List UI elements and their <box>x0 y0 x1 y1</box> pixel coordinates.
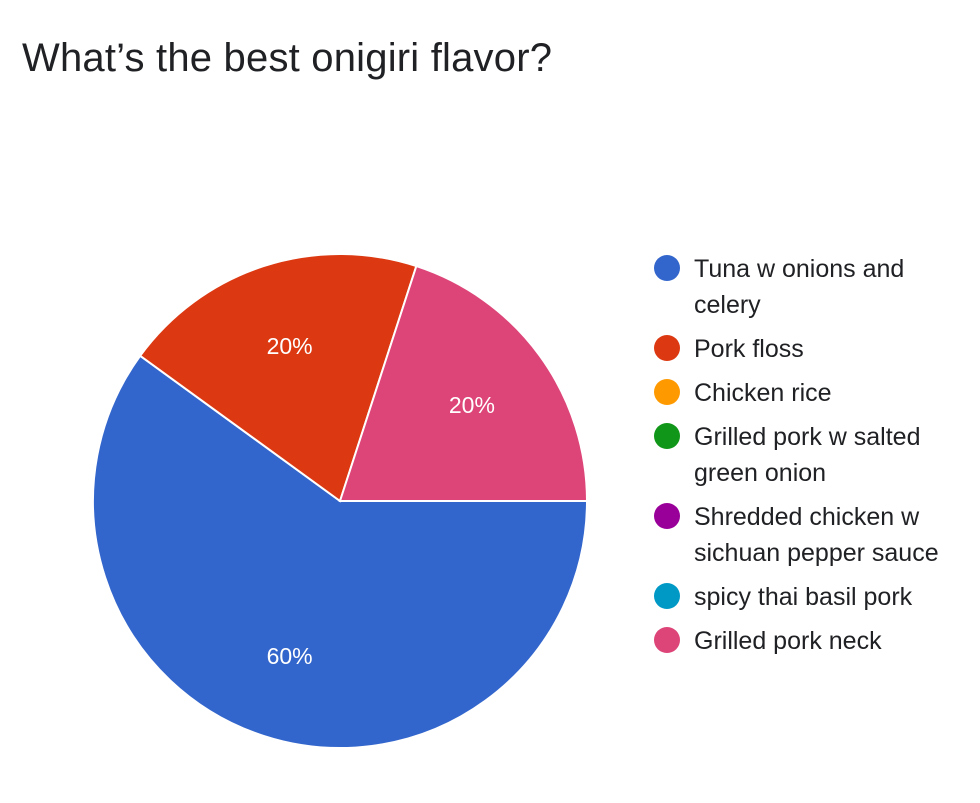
legend-label: spicy thai basil pork <box>694 583 913 611</box>
legend-item: Grilled pork neck <box>654 623 964 659</box>
legend-label: Pork floss <box>694 335 804 363</box>
legend-swatch <box>654 503 680 529</box>
legend-item: Shredded chicken w sichuan pepper sauce <box>654 499 964 571</box>
legend-swatch <box>654 583 680 609</box>
pie-slice-7 <box>338 264 589 502</box>
legend-swatch <box>654 335 680 361</box>
pie-slice-1 <box>92 354 589 749</box>
pie-slice-2 <box>138 253 418 503</box>
legend-item: Pork floss <box>654 331 964 367</box>
legend-label: Chicken rice <box>694 379 832 407</box>
legend-label: Grilled pork w salted green onion <box>694 423 921 487</box>
legend-item: spicy thai basil pork <box>654 579 964 615</box>
legend-item: Chicken rice <box>654 375 964 411</box>
legend-swatch <box>654 423 680 449</box>
slice-value-label: 60% <box>267 643 313 669</box>
legend-swatch <box>654 255 680 281</box>
legend-item: Tuna w onions and celery <box>654 251 964 323</box>
slice-value-label: 20% <box>267 333 313 359</box>
slice-value-label: 20% <box>449 392 495 418</box>
legend-swatch <box>654 627 680 653</box>
legend-swatch <box>654 379 680 405</box>
chart-title: What’s the best onigiri flavor? <box>22 36 553 80</box>
legend-item: Grilled pork w salted green onion <box>654 419 964 491</box>
chart-legend: Tuna w onions and celery Pork floss Chicke… <box>654 251 964 667</box>
legend-label: Grilled pork neck <box>694 627 882 655</box>
legend-label: Tuna w onions and celery <box>694 255 905 319</box>
legend-label: Shredded chicken w sichuan pepper sauce <box>694 503 939 567</box>
